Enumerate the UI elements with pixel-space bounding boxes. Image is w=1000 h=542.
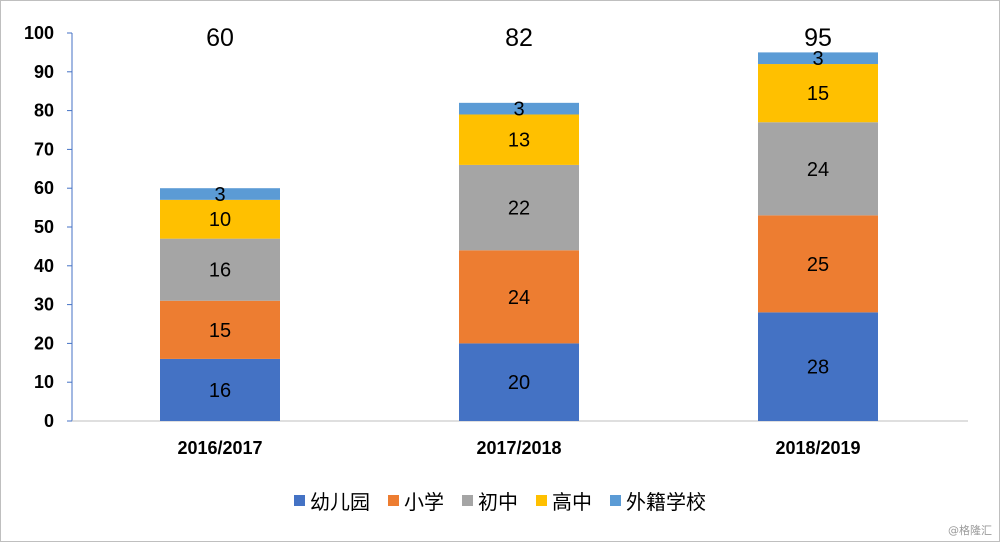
legend-label: 高中 [552,489,592,514]
segment-value-label: 10 [209,209,231,231]
bar-segment [459,102,579,115]
bar-segment [758,64,878,123]
bar-segment [459,164,579,251]
legend-label: 小学 [404,489,444,514]
segment-value-label: 20 [508,372,530,394]
y-tick-label: 70 [34,139,54,159]
legend-swatch [294,494,305,506]
legend-swatch [536,494,547,506]
legend-swatch [388,494,399,506]
y-tick-label: 20 [34,333,54,353]
segment-value-label: 3 [812,48,823,70]
legend-item: 小学 [388,486,444,515]
segment-value-label: 24 [508,287,530,309]
legend-item: 幼儿园 [294,486,370,515]
x-tick-label: 2018/2019 [775,438,860,458]
segment-value-label: 24 [807,159,829,181]
bar-segment [160,238,280,301]
segment-value-label: 15 [209,320,231,342]
watermark: @格隆汇 [948,524,992,537]
legend-label: 幼儿园 [310,489,370,514]
y-tick-label: 100 [24,23,54,43]
bar-segment [160,199,280,239]
y-tick-label: 60 [34,178,54,198]
stacked-bar-chart: 0 10 20 30 40 50 60 70 80 90 100 16 15 16 10 3 60 2016/20… [24,23,968,458]
legend-label: 初中 [478,489,518,514]
y-tick-label: 10 [34,372,54,392]
total-value-label: 95 [804,24,832,52]
y-tick-label: 90 [34,62,54,82]
bar-segment [758,312,878,421]
legend-item: 外籍学校 [610,486,706,515]
x-tick-label: 2017/2018 [476,438,561,458]
legend-swatch [462,494,473,506]
bar-segment [160,358,280,421]
bar-segment [459,343,579,421]
segment-value-label: 3 [214,184,225,206]
total-value-label: 60 [206,24,234,52]
segment-value-label: 16 [209,380,231,402]
bar-segment [160,300,280,359]
legend: 幼儿园 小学 初中 高中 外籍学校 [0,486,1000,514]
legend-swatch [610,494,621,506]
segment-value-label: 16 [209,260,231,282]
y-tick-label: 30 [34,295,54,315]
bar-segment [758,52,878,65]
segment-value-label: 25 [807,254,829,276]
segment-value-label: 22 [508,198,530,220]
segment-value-label: 15 [807,83,829,105]
segment-value-label: 3 [513,99,524,121]
total-value-label: 82 [505,24,533,52]
bar-segment [758,215,878,313]
x-tick-label: 2016/2017 [177,438,262,458]
bar-segment [459,114,579,165]
y-tick-label: 0 [44,411,54,431]
segment-value-label: 13 [508,130,530,152]
bar-segment [758,122,878,216]
legend-label: 外籍学校 [626,489,706,514]
bar-segment [160,188,280,200]
legend-item: 高中 [536,486,592,515]
y-tick-label: 40 [34,256,54,276]
y-tick-label: 80 [34,101,54,121]
y-tick-label: 50 [34,217,54,237]
legend-item: 初中 [462,486,518,515]
segment-value-label: 28 [807,357,829,379]
bar-segment [459,250,579,344]
